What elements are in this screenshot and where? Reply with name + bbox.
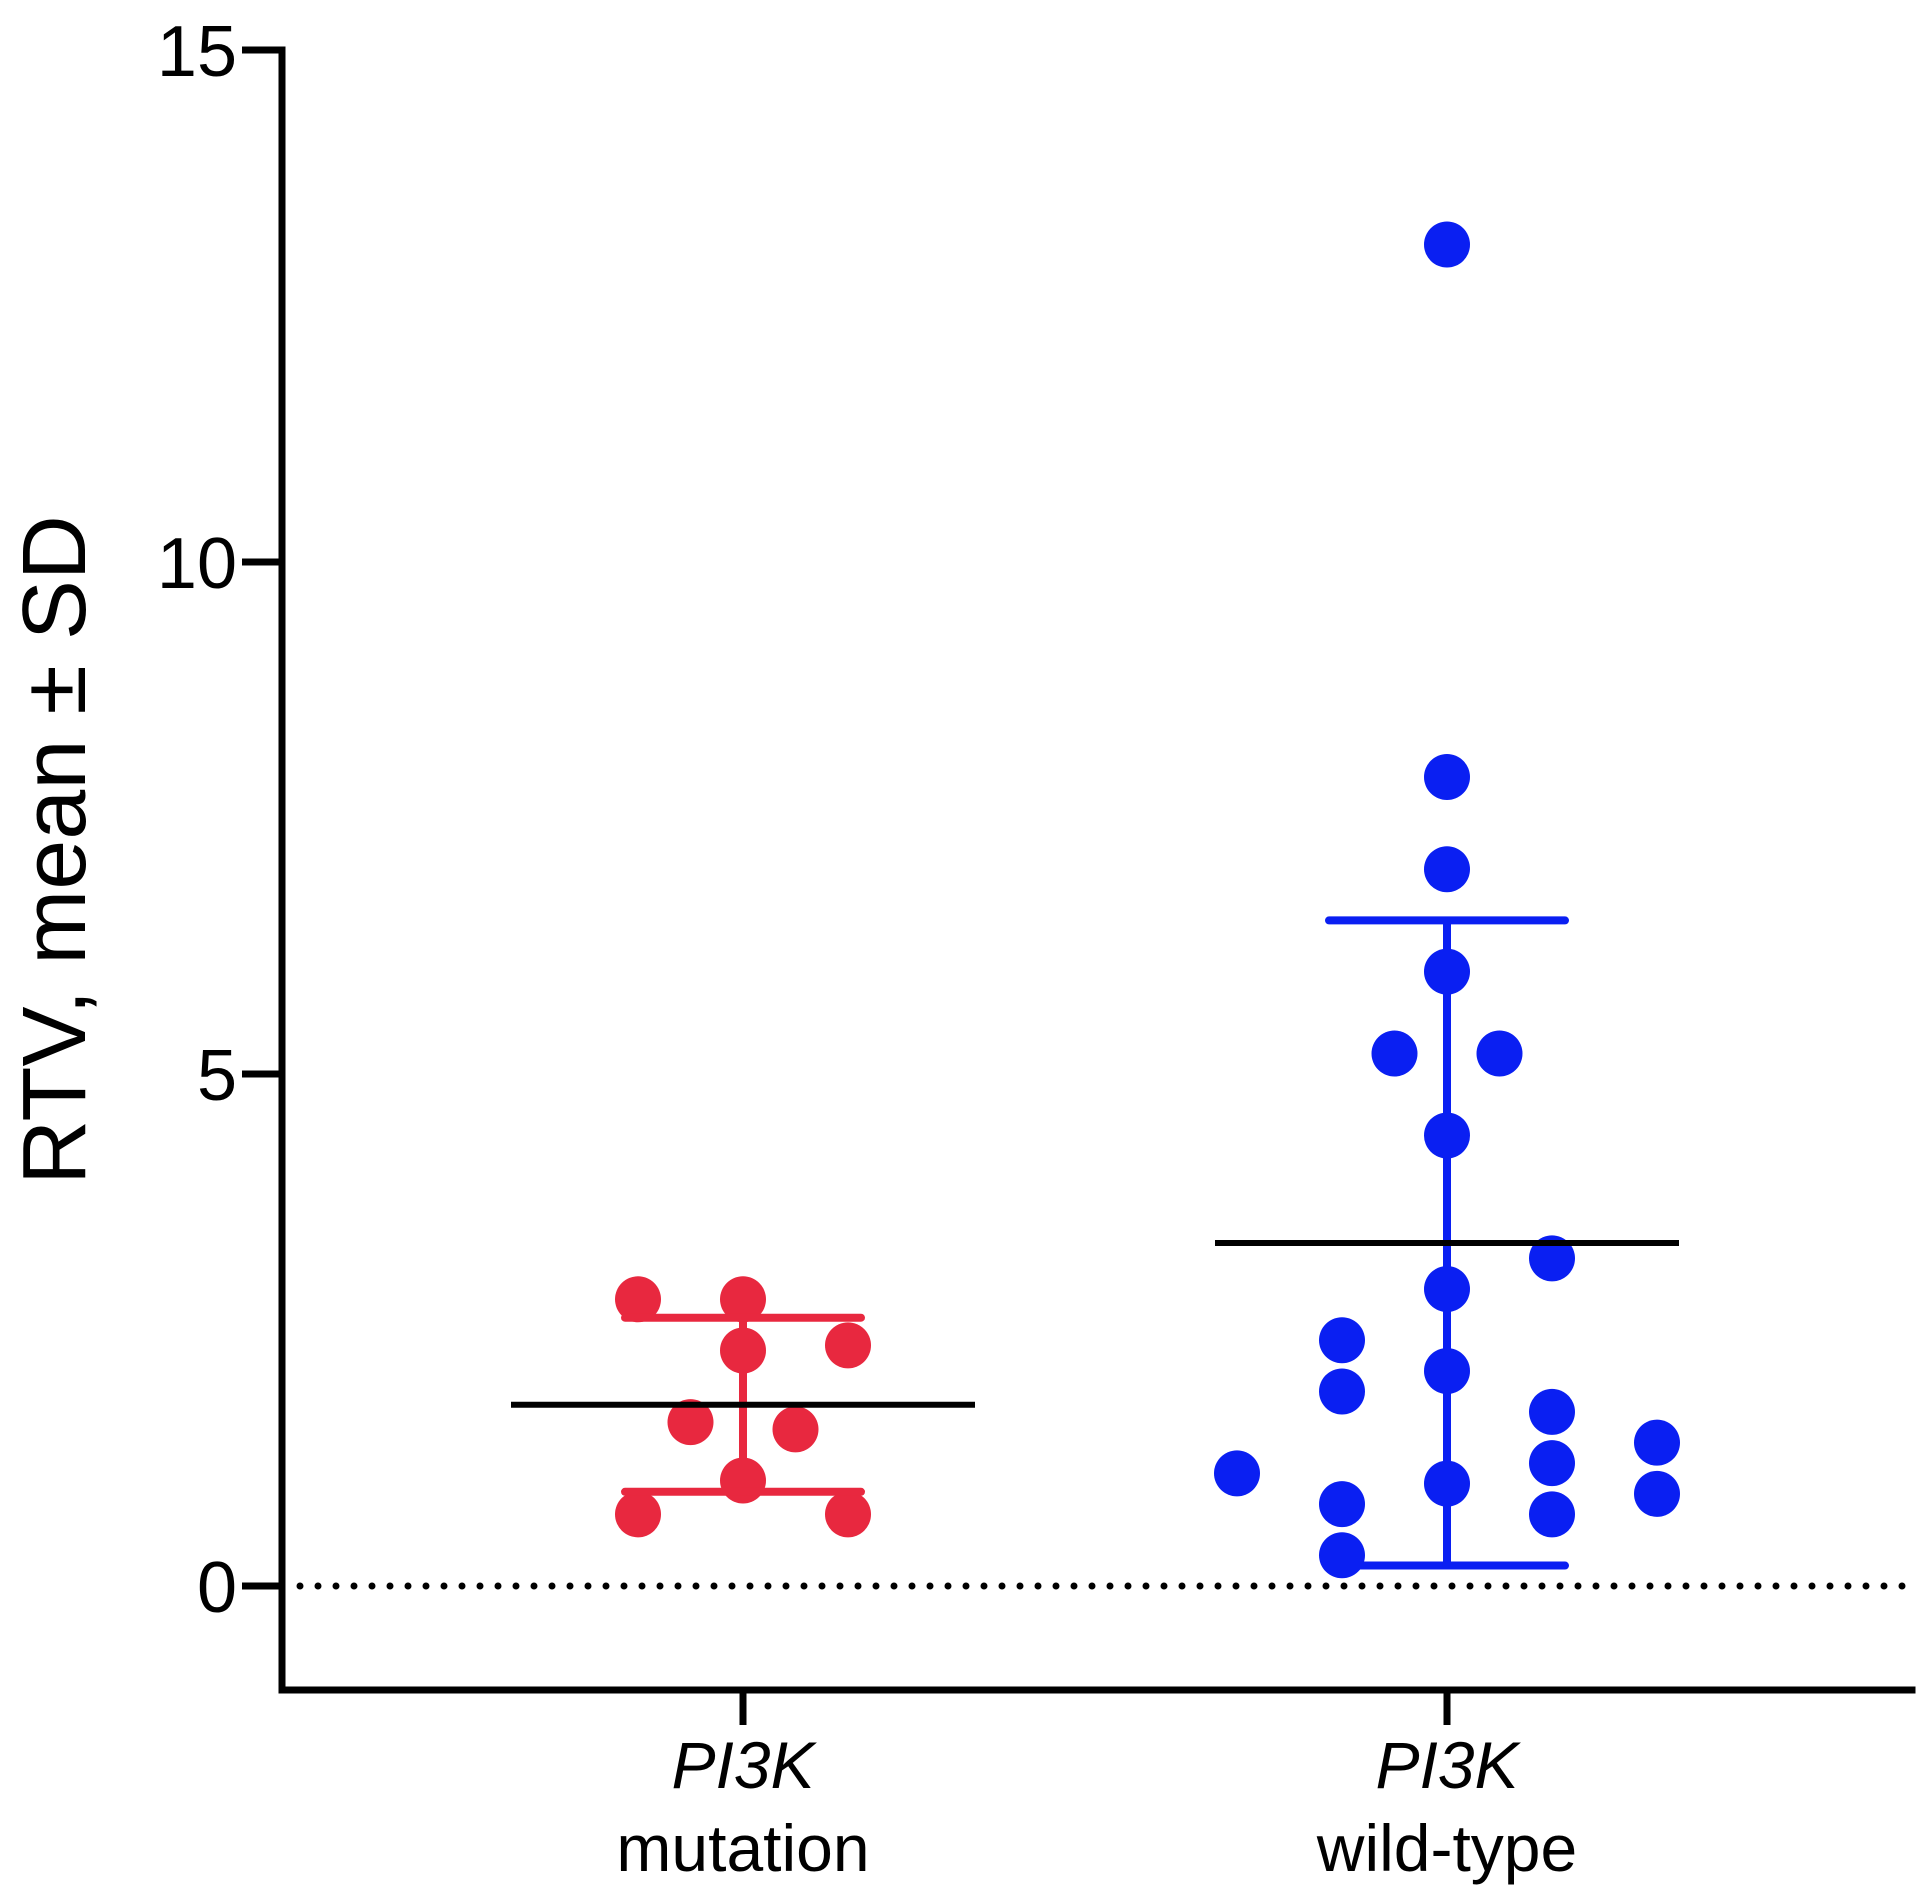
- data-point-series1-12: [1529, 1388, 1575, 1435]
- data-point-series0-5: [772, 1406, 819, 1453]
- data-point-series1-9: [1319, 1317, 1365, 1364]
- y-tick-label-5: 5: [197, 1036, 237, 1116]
- data-point-series0-1: [720, 1276, 766, 1323]
- x-category-label-wild-type: wild-type: [1316, 1811, 1577, 1885]
- y-axis-label: RTV, mean ± SD: [5, 515, 105, 1185]
- x-category-label-mutation: mutation: [616, 1811, 869, 1885]
- data-point-series1-11: [1319, 1368, 1365, 1415]
- data-point-series0-8: [825, 1491, 871, 1538]
- y-tick-label-15: 15: [157, 12, 237, 92]
- data-point-series0-2: [825, 1322, 871, 1369]
- data-point-series1-17: [1634, 1470, 1680, 1517]
- data-point-series1-19: [1529, 1491, 1575, 1538]
- data-point-series1-14: [1529, 1440, 1575, 1487]
- data-point-series1-1: [1424, 754, 1470, 801]
- data-point-series1-5: [1476, 1030, 1523, 1077]
- data-point-series1-15: [1214, 1450, 1260, 1497]
- data-point-series0-4: [667, 1399, 714, 1446]
- data-point-series1-20: [1319, 1532, 1365, 1579]
- data-point-series0-0: [615, 1276, 661, 1323]
- x-category-label-wild-type-gene: PI3K: [1375, 1728, 1521, 1802]
- data-point-series1-0: [1424, 221, 1470, 268]
- plot-area: 0 5 10 15: [157, 12, 1916, 1725]
- data-point-series1-13: [1634, 1419, 1680, 1466]
- y-tick-label-0: 0: [197, 1548, 237, 1628]
- x-category-label-mutation-gene: PI3K: [671, 1728, 817, 1802]
- data-point-series1-4: [1371, 1030, 1418, 1077]
- data-point-series1-18: [1319, 1481, 1365, 1528]
- y-tick-label-10: 10: [157, 524, 237, 604]
- data-point-series1-7: [1529, 1235, 1575, 1282]
- data-point-series1-2: [1424, 846, 1470, 893]
- data-point-series0-7: [615, 1491, 661, 1538]
